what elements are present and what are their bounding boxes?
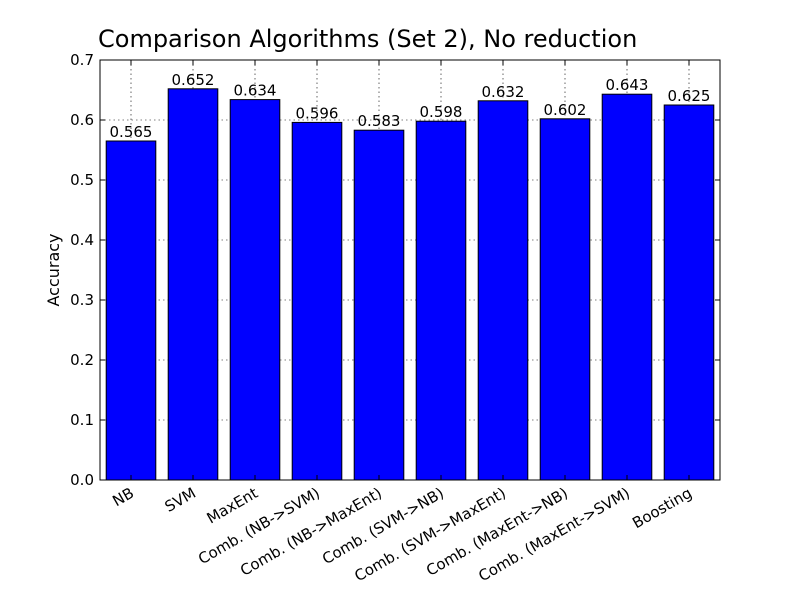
bar (539, 118, 591, 481)
bar-value-label: 0.652 (172, 71, 215, 89)
y-tick-label: 0.3 (70, 291, 94, 309)
bar (663, 104, 715, 481)
y-tick-label: 0.2 (70, 351, 94, 369)
bar-value-label: 0.596 (296, 104, 339, 122)
ticks-layer (100, 59, 720, 481)
bar-value-label: 0.583 (358, 112, 401, 130)
y-tick-label: 0.7 (70, 51, 94, 69)
bar (601, 93, 653, 481)
bar (167, 88, 219, 481)
y-axis-label: Accuracy (44, 233, 63, 306)
bar-value-label: 0.625 (668, 87, 711, 105)
y-tick-label: 0.5 (70, 171, 94, 189)
bar (105, 140, 157, 481)
y-tick-label: 0.6 (70, 111, 94, 129)
bar (353, 129, 405, 481)
bar (291, 121, 343, 481)
y-tick-label: 0.0 (70, 471, 94, 489)
x-tick-label: Boosting (629, 484, 695, 532)
y-tick-label: 0.4 (70, 231, 94, 249)
bar-value-label: 0.602 (544, 101, 587, 119)
bar (477, 100, 529, 481)
y-tick-label: 0.1 (70, 411, 94, 429)
bar-value-label: 0.598 (420, 103, 463, 121)
x-tick-label: NB (109, 484, 137, 510)
bar-value-label: 0.643 (606, 76, 649, 94)
bar (415, 120, 467, 481)
plot-frame (99, 59, 721, 481)
bar (229, 99, 281, 481)
bar-value-label: 0.565 (110, 123, 153, 141)
bars-layer (105, 88, 715, 481)
chart-title: Comparison Algorithms (Set 2), No reduct… (98, 25, 637, 53)
bar-value-label: 0.634 (234, 82, 277, 100)
x-tick-label: SVM (162, 484, 199, 516)
bar-value-label: 0.632 (482, 83, 525, 101)
